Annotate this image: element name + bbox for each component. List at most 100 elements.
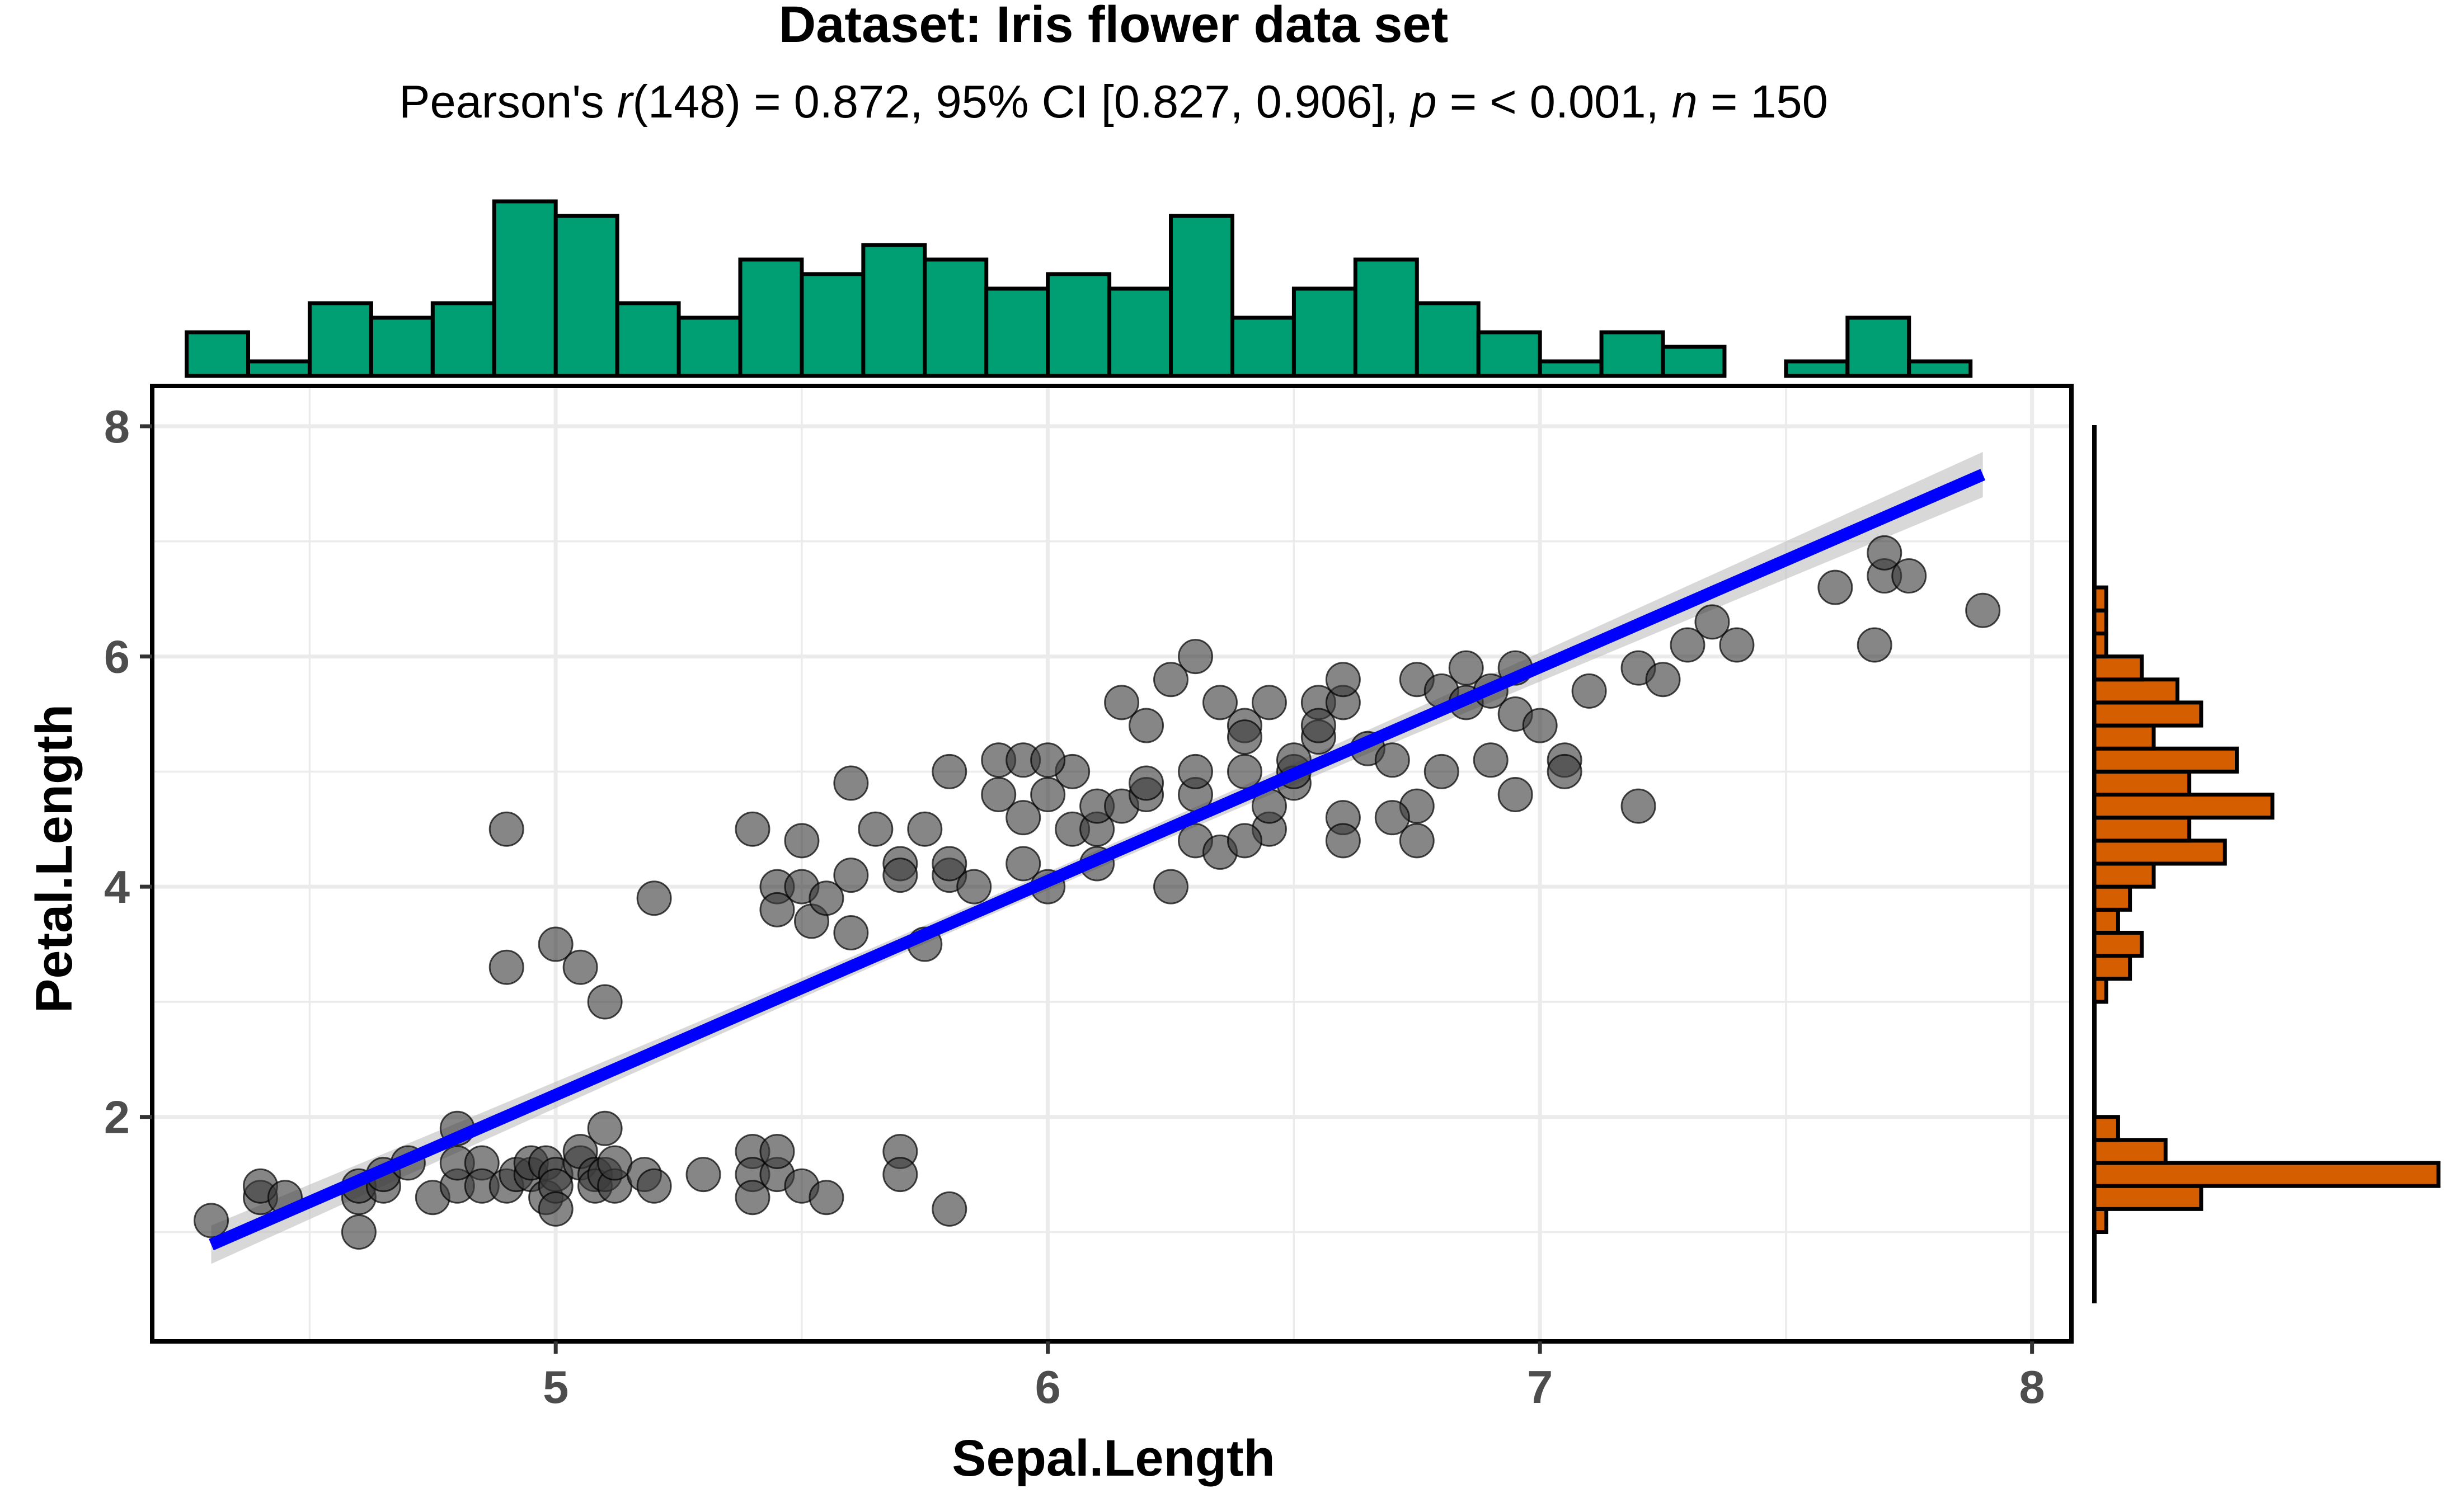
data-point bbox=[1005, 800, 1041, 836]
y-marginal-histogram bbox=[2092, 425, 2441, 1303]
data-point bbox=[636, 880, 672, 916]
y-histogram-bar bbox=[2092, 631, 2108, 659]
data-point bbox=[194, 1203, 229, 1238]
data-point bbox=[1227, 753, 1262, 789]
data-point bbox=[1547, 753, 1582, 789]
data-point bbox=[932, 846, 967, 882]
data-point bbox=[833, 765, 869, 801]
x-histogram-bar bbox=[307, 301, 373, 378]
y-histogram-bar bbox=[2092, 1184, 2203, 1211]
x-histogram-bar bbox=[1046, 272, 1112, 378]
x-histogram-bar bbox=[1538, 359, 1604, 378]
data-point bbox=[1227, 719, 1262, 755]
x-histogram-bar bbox=[430, 301, 496, 378]
subtitle-text: = < 0.001, bbox=[1437, 76, 1672, 128]
data-point bbox=[1694, 604, 1730, 640]
x-histogram-bar bbox=[553, 214, 619, 378]
data-point bbox=[1153, 662, 1189, 698]
data-point bbox=[956, 869, 992, 905]
y-histogram-bar bbox=[2092, 816, 2192, 843]
x-histogram-bar bbox=[185, 330, 251, 378]
data-point bbox=[1030, 742, 1066, 778]
data-point bbox=[562, 949, 598, 985]
x-histogram-bar bbox=[738, 257, 804, 378]
regression-line bbox=[209, 469, 1986, 1251]
data-points bbox=[194, 535, 2001, 1250]
data-point bbox=[1153, 869, 1189, 905]
data-point bbox=[735, 1180, 770, 1216]
x-histogram-bar bbox=[1845, 315, 1911, 378]
data-point bbox=[759, 1133, 795, 1169]
x-histogram-bar bbox=[1476, 330, 1542, 378]
x-histogram-bar bbox=[1661, 345, 1727, 378]
y-tick-label: 8 bbox=[104, 401, 130, 453]
data-point bbox=[833, 915, 869, 950]
y-histogram-bar bbox=[2092, 977, 2108, 1004]
x-histogram-bar bbox=[676, 315, 743, 378]
data-point bbox=[1325, 823, 1361, 859]
x-histogram-bar bbox=[369, 315, 435, 378]
x-axis-title: Sepal.Length bbox=[952, 1430, 1275, 1487]
data-point bbox=[1497, 777, 1533, 813]
y-tick-label: 6 bbox=[104, 631, 130, 683]
data-point bbox=[1129, 765, 1164, 801]
y-histogram-bar bbox=[2092, 677, 2179, 705]
data-point bbox=[1227, 823, 1262, 859]
y-histogram-bar bbox=[2092, 1161, 2441, 1188]
data-point bbox=[1891, 558, 1927, 594]
data-point bbox=[587, 1110, 623, 1146]
data-point bbox=[1030, 777, 1066, 813]
data-point bbox=[1251, 685, 1287, 720]
subtitle-text: Pearson's bbox=[399, 76, 617, 128]
data-point bbox=[1202, 685, 1238, 720]
y-histogram-bar bbox=[2092, 930, 2144, 958]
data-point bbox=[882, 1157, 918, 1193]
data-point bbox=[907, 811, 943, 847]
y-axis-title: Petal.Length bbox=[26, 704, 83, 1013]
data-point bbox=[1522, 708, 1558, 743]
data-point bbox=[1448, 650, 1484, 686]
data-point bbox=[636, 1168, 672, 1204]
y-histogram-bar bbox=[2092, 1115, 2120, 1142]
data-point bbox=[1965, 592, 2001, 628]
subtitle-n-symbol: n bbox=[1672, 76, 1698, 128]
data-point bbox=[882, 858, 918, 893]
chart-title: Dataset: Iris flower data set bbox=[779, 0, 1448, 53]
data-point bbox=[833, 858, 869, 893]
x-histogram-bar bbox=[1169, 214, 1234, 378]
y-histogram-bar bbox=[2092, 861, 2156, 889]
data-point bbox=[1857, 627, 1892, 663]
y-histogram-bar bbox=[2092, 654, 2144, 682]
x-histogram-bar bbox=[492, 199, 558, 378]
y-histogram-bar bbox=[2092, 585, 2108, 613]
y-histogram-bar bbox=[2092, 746, 2239, 774]
y-histogram-bar bbox=[2092, 884, 2132, 912]
data-point bbox=[1645, 662, 1681, 698]
data-point bbox=[587, 984, 623, 1020]
data-point bbox=[932, 753, 967, 789]
data-point bbox=[1473, 742, 1509, 778]
data-point bbox=[1178, 639, 1214, 675]
y-histogram-bar bbox=[2092, 723, 2156, 751]
data-point bbox=[1817, 569, 1853, 605]
y-tick-label: 2 bbox=[104, 1091, 130, 1143]
x-tick-label: 7 bbox=[1527, 1361, 1553, 1413]
data-point bbox=[1374, 800, 1410, 836]
data-point bbox=[981, 777, 1017, 813]
data-point bbox=[932, 1191, 967, 1227]
x-histogram-bar bbox=[800, 272, 866, 378]
data-point bbox=[1670, 627, 1705, 663]
y-histogram-bar bbox=[2092, 839, 2227, 866]
data-point bbox=[488, 949, 524, 985]
data-point bbox=[1178, 753, 1214, 789]
data-point bbox=[1399, 823, 1435, 859]
data-point bbox=[1129, 708, 1164, 743]
data-point bbox=[809, 1180, 844, 1216]
data-point bbox=[735, 811, 770, 847]
x-histogram-bar bbox=[984, 286, 1050, 378]
y-histogram-bar bbox=[2092, 608, 2108, 635]
y-tick-label: 4 bbox=[104, 861, 130, 913]
x-axis-ticks: 5 6 7 8 bbox=[543, 1341, 2045, 1413]
data-point bbox=[858, 811, 894, 847]
